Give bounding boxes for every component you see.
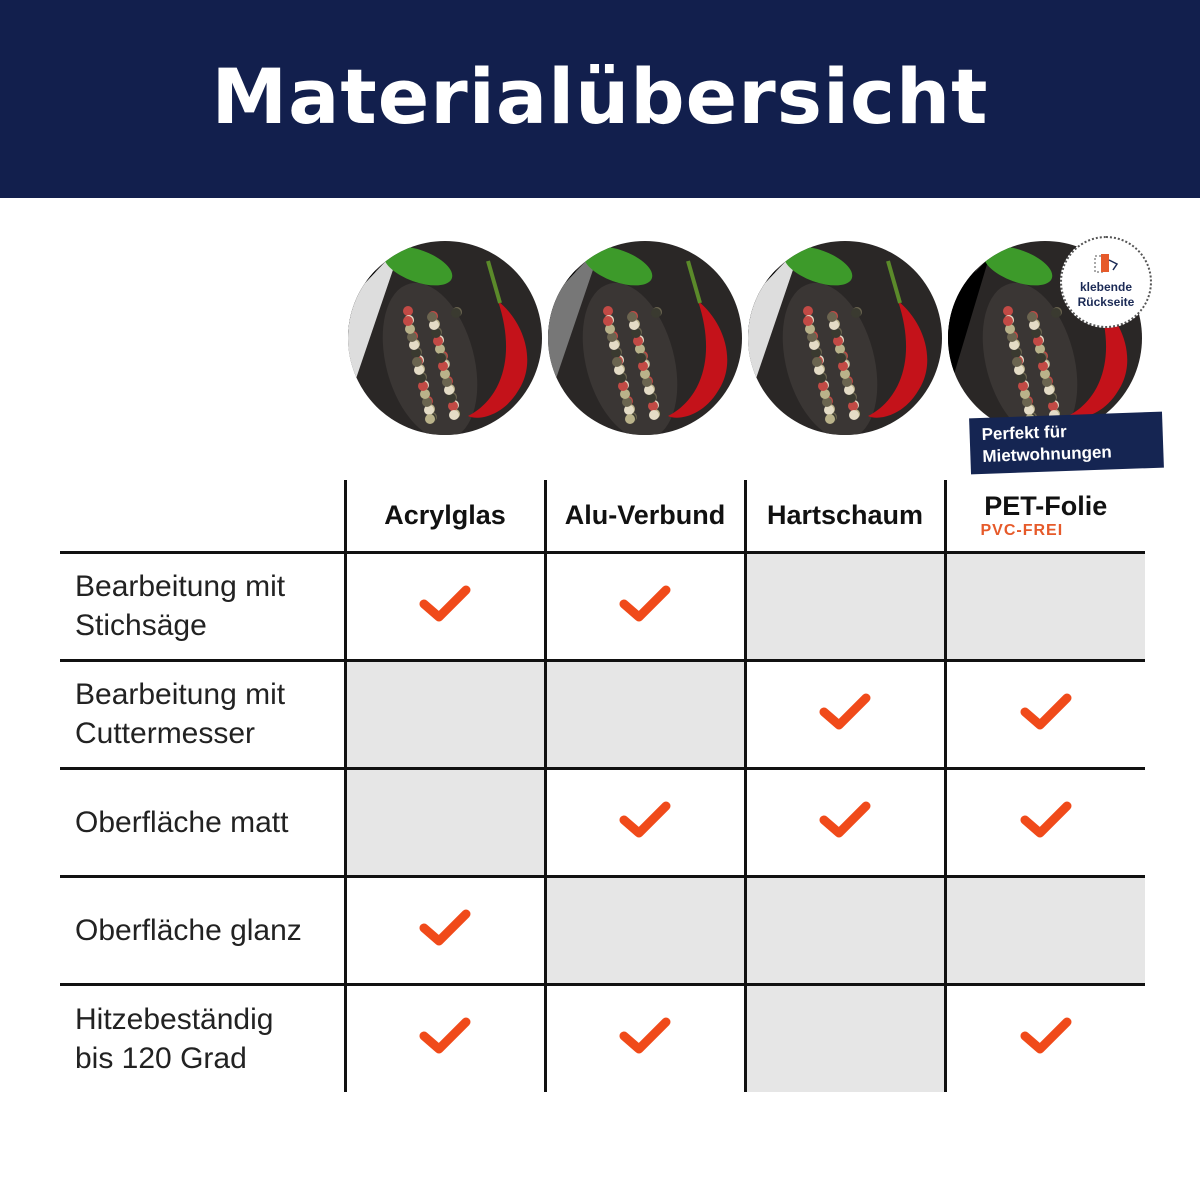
column-pet-folie: PET-Folie PVC-FREI bbox=[943, 480, 1145, 554]
unsupported-cell bbox=[943, 552, 1145, 662]
adhesive-back-icon bbox=[1094, 254, 1119, 273]
header-banner: Materialübersicht bbox=[0, 0, 1200, 198]
rental-ribbon: Perfekt für Mietwohnungen bbox=[969, 411, 1164, 475]
supported-cell bbox=[943, 984, 1145, 1092]
ribbon-line-2: Mietwohnungen bbox=[982, 442, 1113, 466]
row-label: Bearbeitung mit Stichsäge bbox=[60, 552, 345, 662]
supported-cell bbox=[543, 768, 745, 878]
column-hartschaum: Hartschaum bbox=[743, 480, 945, 554]
unsupported-cell bbox=[943, 876, 1145, 986]
unsupported-cell bbox=[743, 984, 945, 1092]
row-label: Hitzebeständig bis 120 Grad bbox=[75, 1002, 274, 1075]
row-label: Bearbeitung mit Cuttermesser bbox=[60, 660, 345, 770]
supported-cell bbox=[343, 876, 545, 986]
unsupported-cell bbox=[343, 768, 545, 878]
check-icon bbox=[419, 1017, 471, 1054]
empty-header bbox=[60, 480, 345, 554]
supported-cell bbox=[743, 768, 945, 878]
check-icon bbox=[419, 585, 471, 621]
comparison-table: Acrylglas Alu-Verbund Hartschaum PET-Fol… bbox=[60, 480, 1145, 1092]
table-row: Oberfläche matt bbox=[60, 768, 1145, 878]
material-sample-image bbox=[348, 241, 542, 435]
check-icon bbox=[819, 801, 871, 837]
supported-cell bbox=[943, 768, 1145, 878]
badge-line-1: klebende bbox=[1079, 280, 1133, 294]
material-sample-image bbox=[748, 241, 942, 435]
supported-cell bbox=[743, 660, 945, 770]
check-icon bbox=[619, 801, 671, 837]
unsupported-cell bbox=[543, 660, 745, 770]
check-icon bbox=[1020, 693, 1072, 729]
unsupported-cell bbox=[743, 552, 945, 662]
check-icon bbox=[619, 1017, 671, 1054]
table-row: Bearbeitung mit Stichsäge bbox=[60, 552, 1145, 662]
badge-line-2: Rückseite bbox=[1077, 295, 1135, 309]
table-row: Hitzebeständig bis 120 Grad bbox=[60, 984, 1145, 1092]
column-alu-verbund: Alu-Verbund bbox=[543, 480, 745, 554]
page-title: Materialübersicht bbox=[211, 51, 989, 141]
table-row: Bearbeitung mit Cuttermesser bbox=[60, 660, 1145, 770]
material-sample-image bbox=[548, 241, 742, 435]
supported-cell bbox=[543, 984, 745, 1092]
supported-cell bbox=[543, 552, 745, 662]
supported-cell bbox=[343, 552, 545, 662]
table-row: Oberfläche glanz bbox=[60, 876, 1145, 986]
unsupported-cell bbox=[343, 660, 545, 770]
unsupported-cell bbox=[543, 876, 745, 986]
unsupported-cell bbox=[743, 876, 945, 986]
pvc-free-label: PVC-FREI bbox=[980, 521, 1064, 539]
row-label: Oberfläche matt bbox=[60, 768, 345, 878]
check-icon bbox=[619, 585, 671, 621]
column-acrylglas: Acrylglas bbox=[343, 480, 545, 554]
check-icon bbox=[1020, 1017, 1072, 1054]
row-label: Oberfläche glanz bbox=[60, 876, 345, 986]
check-icon bbox=[1020, 801, 1072, 837]
check-icon bbox=[419, 909, 471, 945]
adhesive-back-badge: klebende Rückseite bbox=[1060, 236, 1152, 328]
supported-cell bbox=[943, 660, 1145, 770]
supported-cell bbox=[343, 984, 545, 1092]
check-icon bbox=[819, 693, 871, 729]
